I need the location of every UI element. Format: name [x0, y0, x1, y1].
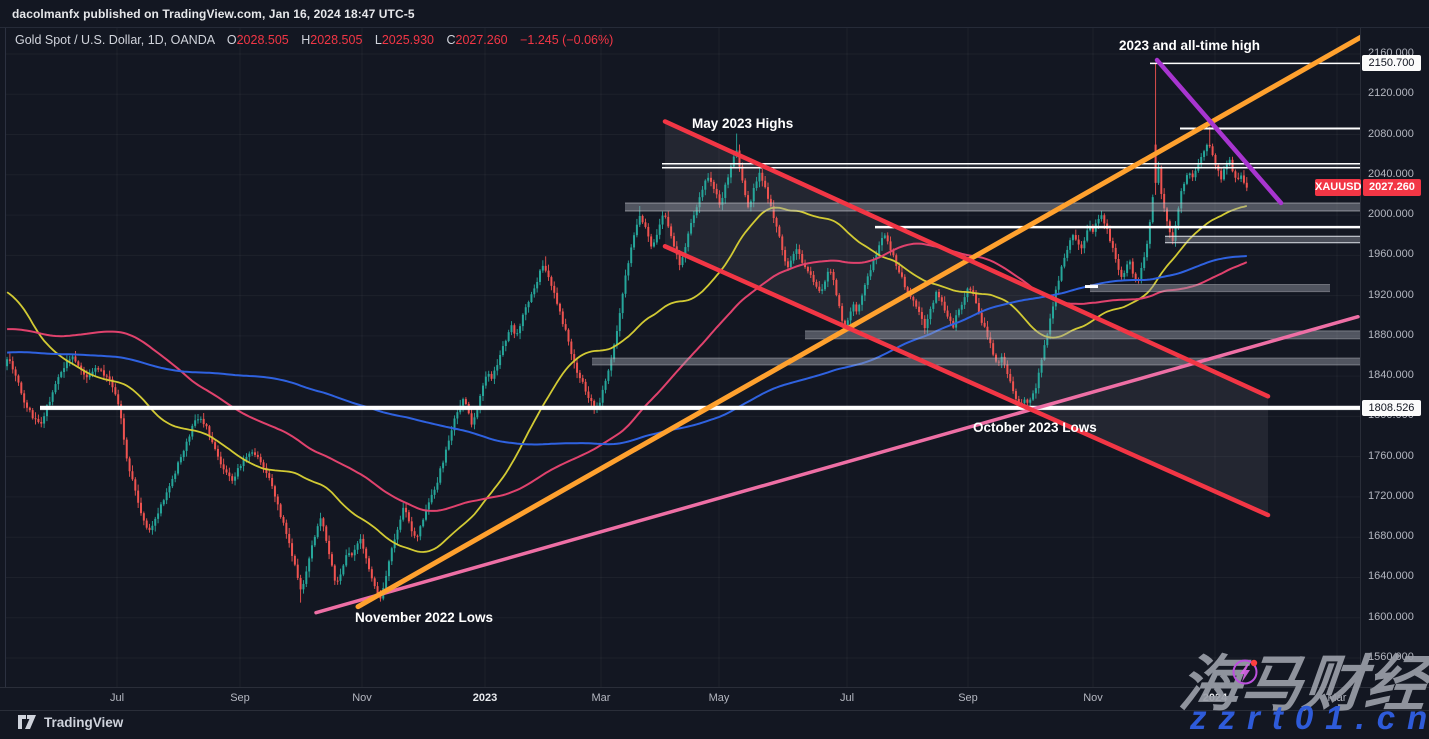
low-label: L — [374, 33, 382, 47]
time-tick-label: May — [708, 692, 730, 704]
high-value: 2028.505 — [310, 33, 363, 47]
channel-lower-line — [662, 244, 1271, 518]
horizontal-levels — [40, 62, 1360, 410]
tradingview-brand-text: TradingView — [44, 714, 124, 730]
open-label: O — [226, 33, 237, 47]
price-tick-label: 1920.000 — [1368, 288, 1414, 301]
close-value: 2027.260 — [455, 33, 508, 47]
lightning-icon — [1232, 659, 1258, 685]
time-tick-label: Mar — [591, 692, 611, 704]
annotation-october-2023-lows: October 2023 Lows — [973, 420, 1097, 435]
plot-left-border — [5, 28, 6, 687]
price-tick-label: 2040.000 — [1368, 167, 1414, 180]
price-tick-label: 1560.000 — [1368, 651, 1414, 663]
price-tick-label: 1960.000 — [1368, 248, 1414, 261]
ath-breakdown-line — [1154, 57, 1284, 206]
watermark-site: zzrt01.cn — [1190, 699, 1429, 736]
annotation-november-2022-lows: November 2022 Lows — [355, 610, 494, 625]
trend-lines — [314, 34, 1360, 615]
last-price-tag: 2027.260 — [1363, 179, 1421, 196]
price-tick-label: 1760.000 — [1368, 449, 1414, 462]
price-tick-label: 2120.000 — [1368, 87, 1414, 100]
price-tick-label: 1880.000 — [1368, 328, 1414, 341]
sma-slow-line — [7, 255, 1247, 446]
time-tick-label: Nov — [1083, 692, 1103, 704]
secondary-uptrend-line — [314, 314, 1360, 615]
publish-text: dacolmanfx published on TradingView.com,… — [12, 7, 415, 21]
major-uptrend-line — [355, 34, 1360, 610]
annotation-all-time-high: 2023 and all-time high — [1119, 38, 1261, 53]
channel-upper-line — [662, 119, 1271, 399]
sma-fast-line — [6, 205, 1248, 553]
legend-symbol: Gold Spot / U.S. Dollar, 1D, OANDA — [15, 33, 215, 47]
low-value: 2025.930 — [381, 33, 434, 47]
time-tick-label: Mar — [1327, 692, 1347, 704]
price-tick-label: 1840.000 — [1368, 369, 1414, 382]
price-tick-label: 1680.000 — [1368, 530, 1414, 543]
tradingview-logo-icon — [18, 715, 36, 729]
time-tick-label: Jul — [839, 692, 855, 704]
time-axis-divider — [0, 687, 1429, 688]
price-tick-label: 2080.000 — [1368, 127, 1414, 140]
symbol-tag: XAUUSD — [1315, 179, 1361, 196]
time-tick-label: 2023 — [472, 692, 498, 704]
price-tick-label: 2000.000 — [1368, 208, 1414, 221]
high-label: H — [301, 33, 311, 47]
price-tick-label: 1720.000 — [1368, 489, 1414, 502]
time-tick-label: Sep — [958, 692, 978, 704]
price-axis-divider — [1360, 28, 1361, 687]
price-tick-label: 1600.000 — [1368, 610, 1414, 623]
footer-divider — [0, 710, 1429, 711]
time-tick-label: Jul — [109, 692, 125, 704]
open-value: 2028.505 — [236, 33, 289, 47]
time-tick-label: 2024 — [1202, 692, 1228, 704]
chart-legend: Gold Spot / U.S. Dollar, 1D, OANDA O2028… — [15, 33, 613, 47]
time-tick-label: Sep — [230, 692, 250, 704]
price-tick-label: 1640.000 — [1368, 570, 1414, 583]
change-value: −1.245 (−0.06%) — [520, 33, 614, 47]
close-label: C — [446, 33, 456, 47]
price-axis: 2160.000 2120.000 2080.000 2040.000 2000.000… — [1360, 28, 1429, 687]
marked-low-label: 1808.526 — [1362, 400, 1421, 416]
annotation-may-2023-highs: May 2023 Highs — [692, 116, 794, 131]
publish-bar: dacolmanfx published on TradingView.com,… — [0, 0, 1429, 28]
marked-high-label: 2150.700 — [1362, 55, 1421, 71]
gridlines — [5, 28, 1360, 687]
time-axis: Jul Sep Nov 2023 Mar May Jul Sep Nov 2024 Mar — [0, 688, 1429, 710]
time-tick-label: Nov — [352, 692, 372, 704]
tradingview-attribution[interactable]: TradingView — [18, 714, 123, 730]
